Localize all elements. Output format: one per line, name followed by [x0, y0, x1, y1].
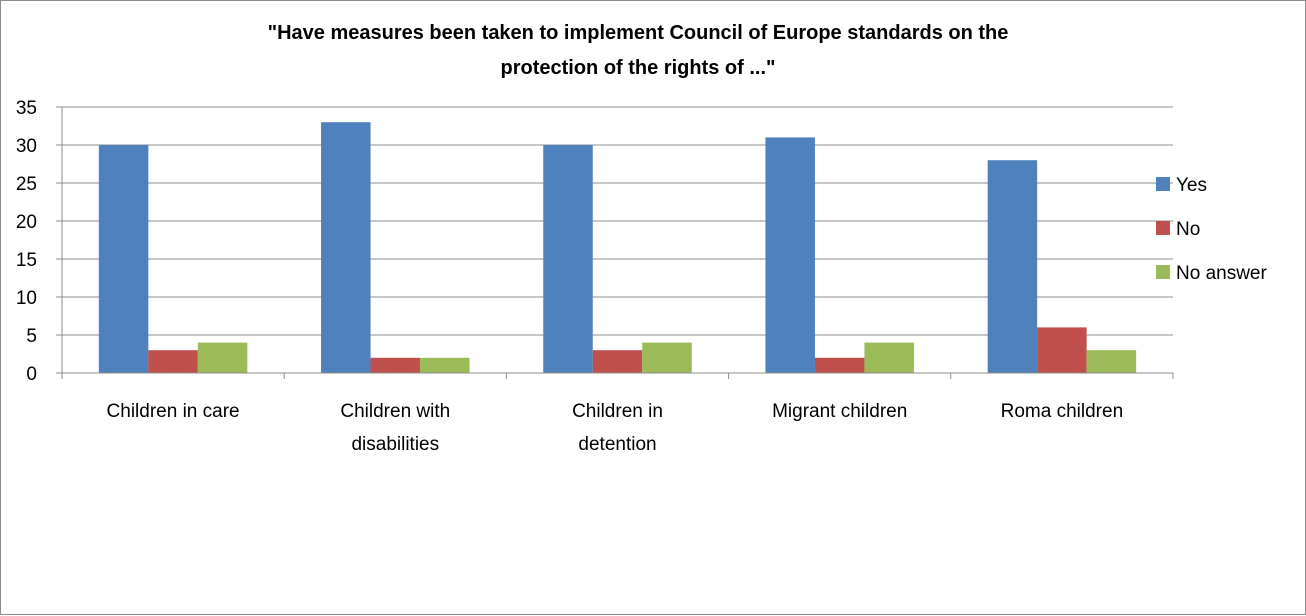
x-axis-categories: Children in care Children with disabilitie… — [107, 401, 1124, 455]
x-category-label: Migrant children — [772, 401, 907, 422]
y-tick-label: 15 — [16, 250, 37, 271]
legend-swatch-yes — [1156, 177, 1170, 191]
y-tick-label: 20 — [16, 212, 37, 233]
bar-no — [370, 357, 421, 373]
bar-no — [148, 350, 198, 373]
legend-label: Yes — [1176, 175, 1207, 196]
chart-title-line: protection of the rights of ..." — [500, 57, 775, 79]
bar-no — [592, 350, 643, 373]
gridlines — [62, 106, 1173, 336]
bar-yes — [98, 145, 149, 373]
chart-title-line: "Have measures been taken to implement C… — [268, 22, 1009, 44]
x-category-label: detention — [578, 434, 656, 455]
bar-no-answer — [420, 357, 470, 373]
x-category-label: Children in — [572, 401, 663, 422]
bar-no — [814, 357, 865, 373]
y-tick-label: 10 — [16, 288, 37, 309]
y-tick-label: 0 — [26, 364, 37, 385]
y-tick-label: 35 — [16, 98, 37, 119]
bar-no-answer — [1086, 350, 1137, 373]
x-category-label: Roma children — [1001, 401, 1124, 422]
y-tick-label: 30 — [16, 136, 37, 157]
bar-yes — [987, 160, 1038, 373]
legend: Yes No No answer — [1156, 175, 1267, 284]
x-category-label: disabilities — [351, 434, 439, 455]
y-tick-label: 5 — [26, 326, 37, 347]
legend-swatch-no-answer — [1156, 265, 1170, 279]
x-category-label: Children with — [340, 401, 450, 422]
bars — [98, 122, 1137, 373]
y-axis-ticks: 0 5 10 15 20 25 30 35 — [16, 98, 62, 385]
legend-label: No answer — [1176, 263, 1267, 284]
bar-no-answer — [642, 342, 692, 373]
x-category-label: Children in care — [107, 401, 240, 422]
bar-no — [1037, 327, 1087, 373]
bar-no-answer — [864, 342, 914, 373]
y-tick-label: 25 — [16, 174, 37, 195]
bar-no-answer — [197, 342, 248, 373]
chart-title: "Have measures been taken to implement C… — [268, 22, 1009, 79]
bar-yes — [765, 137, 815, 373]
axes — [61, 107, 1174, 379]
bar-yes — [543, 145, 593, 373]
legend-label: No — [1176, 219, 1200, 240]
bar-yes — [321, 122, 371, 373]
legend-swatch-no — [1156, 221, 1170, 235]
